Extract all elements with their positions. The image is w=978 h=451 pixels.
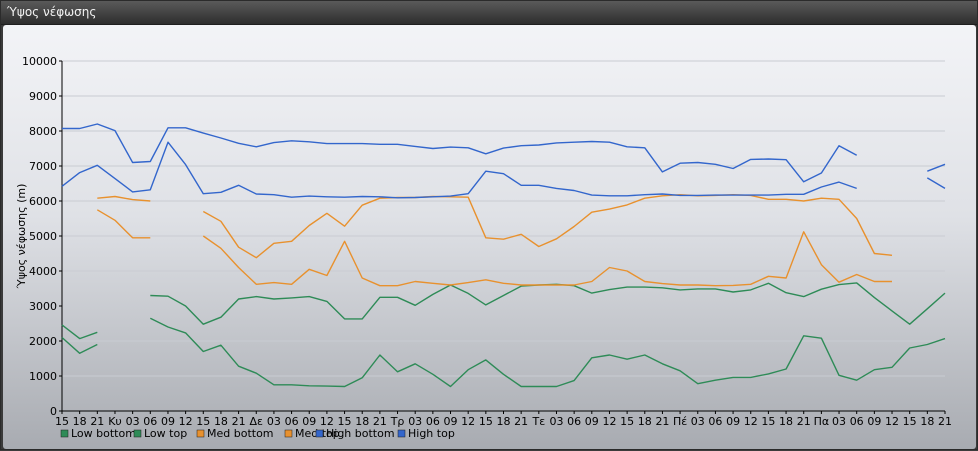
legend-item-med-bottom: Med bottom (196, 427, 274, 440)
x-tick-label: 21 (373, 415, 387, 428)
x-tick-label: 21 (655, 415, 669, 428)
x-tick-label: 06 (426, 415, 440, 428)
series-line-high-top (62, 123, 946, 183)
y-tick-label: 8000 (29, 125, 57, 138)
x-tick-label: 06 (708, 415, 722, 428)
y-tick-label: 6000 (29, 195, 57, 208)
x-tick-label: Πέ (673, 415, 687, 428)
x-tick-label: 15 (761, 415, 775, 428)
y-tick-label: 7000 (29, 160, 57, 173)
y-tick-label: 0 (50, 405, 57, 418)
y-tick-label: 5000 (29, 230, 57, 243)
x-tick-label: 21 (514, 415, 528, 428)
y-axis-label: Ύψος νέφωσης (m) (15, 184, 28, 290)
x-tick-label: 21 (232, 415, 246, 428)
x-tick-label: 12 (602, 415, 616, 428)
legend-swatch (315, 429, 324, 438)
x-tick-label: 09 (867, 415, 881, 428)
y-tick-label: 9000 (29, 90, 57, 103)
x-tick-label: 18 (497, 415, 511, 428)
window-title: Ύψος νέφωσης (7, 5, 97, 19)
x-tick-label: 09 (585, 415, 599, 428)
x-tick-label: 12 (179, 415, 193, 428)
x-tick-label: 03 (832, 415, 846, 428)
x-tick-label: 03 (126, 415, 140, 428)
x-tick-label: 09 (302, 415, 316, 428)
y-tick-label: 2000 (29, 335, 57, 348)
legend-label: Med bottom (207, 427, 274, 440)
series-line-high-bottom (61, 141, 946, 199)
x-tick-label: 06 (850, 415, 864, 428)
x-tick-label: 15 (338, 415, 352, 428)
x-tick-label: 21 (938, 415, 952, 428)
x-tick-label: 03 (267, 415, 281, 428)
x-tick-label: 12 (461, 415, 475, 428)
x-tick-label: Τε (531, 415, 545, 428)
x-tick-label: 06 (143, 415, 157, 428)
y-tick-label: 10000 (22, 55, 57, 68)
series-line-low-bottom (61, 317, 946, 388)
x-tick-label: 18 (73, 415, 87, 428)
x-tick-label: 12 (885, 415, 899, 428)
x-tick-label: Τρ (390, 415, 405, 428)
x-tick-label: 03 (408, 415, 422, 428)
legend-swatch (284, 429, 293, 438)
legend-item-high-bottom: High bottom (315, 427, 395, 440)
x-tick-label: Πα (814, 415, 830, 428)
x-tick-label: 15 (55, 415, 69, 428)
x-tick-label: 03 (691, 415, 705, 428)
x-tick-label: 21 (797, 415, 811, 428)
x-tick-label: 15 (620, 415, 634, 428)
x-tick-label: 06 (285, 415, 299, 428)
x-tick-label: 18 (920, 415, 934, 428)
x-tick-label: 18 (638, 415, 652, 428)
x-tick-label: 12 (744, 415, 758, 428)
legend-label: Low top (144, 427, 187, 440)
x-tick-label: 12 (320, 415, 334, 428)
x-tick-label: 21 (90, 415, 104, 428)
x-tick-label: 18 (355, 415, 369, 428)
legend-swatch (60, 429, 69, 438)
series-line-med-top (97, 194, 893, 259)
series-line-low-top (61, 282, 946, 340)
legend-swatch (133, 429, 142, 438)
title-bar: Ύψος νέφωσης (1, 1, 977, 25)
x-tick-label: 15 (479, 415, 493, 428)
x-tick-label: 03 (549, 415, 563, 428)
legend-swatch (196, 429, 205, 438)
legend-label: High top (408, 427, 455, 440)
x-tick-label: Δε (250, 415, 264, 428)
legend-label: Low bottom (71, 427, 136, 440)
x-tick-label: Κυ (108, 415, 122, 428)
legend-item-low-top: Low top (133, 427, 187, 440)
x-tick-label: 15 (903, 415, 917, 428)
x-tick-label: 06 (567, 415, 581, 428)
legend-label: High bottom (326, 427, 395, 440)
series-line-med-bottom (96, 209, 892, 287)
x-tick-label: 18 (214, 415, 228, 428)
x-tick-label: 18 (779, 415, 793, 428)
x-tick-label: 15 (196, 415, 210, 428)
x-tick-label: 09 (444, 415, 458, 428)
x-tick-label: 09 (726, 415, 740, 428)
y-tick-label: 3000 (29, 300, 57, 313)
x-tick-label: 09 (161, 415, 175, 428)
legend-item-low-bottom: Low bottom (60, 427, 136, 440)
y-tick-label: 4000 (29, 265, 57, 278)
y-tick-label: 1000 (29, 370, 57, 383)
legend-item-high-top: High top (397, 427, 455, 440)
legend-swatch (397, 429, 406, 438)
